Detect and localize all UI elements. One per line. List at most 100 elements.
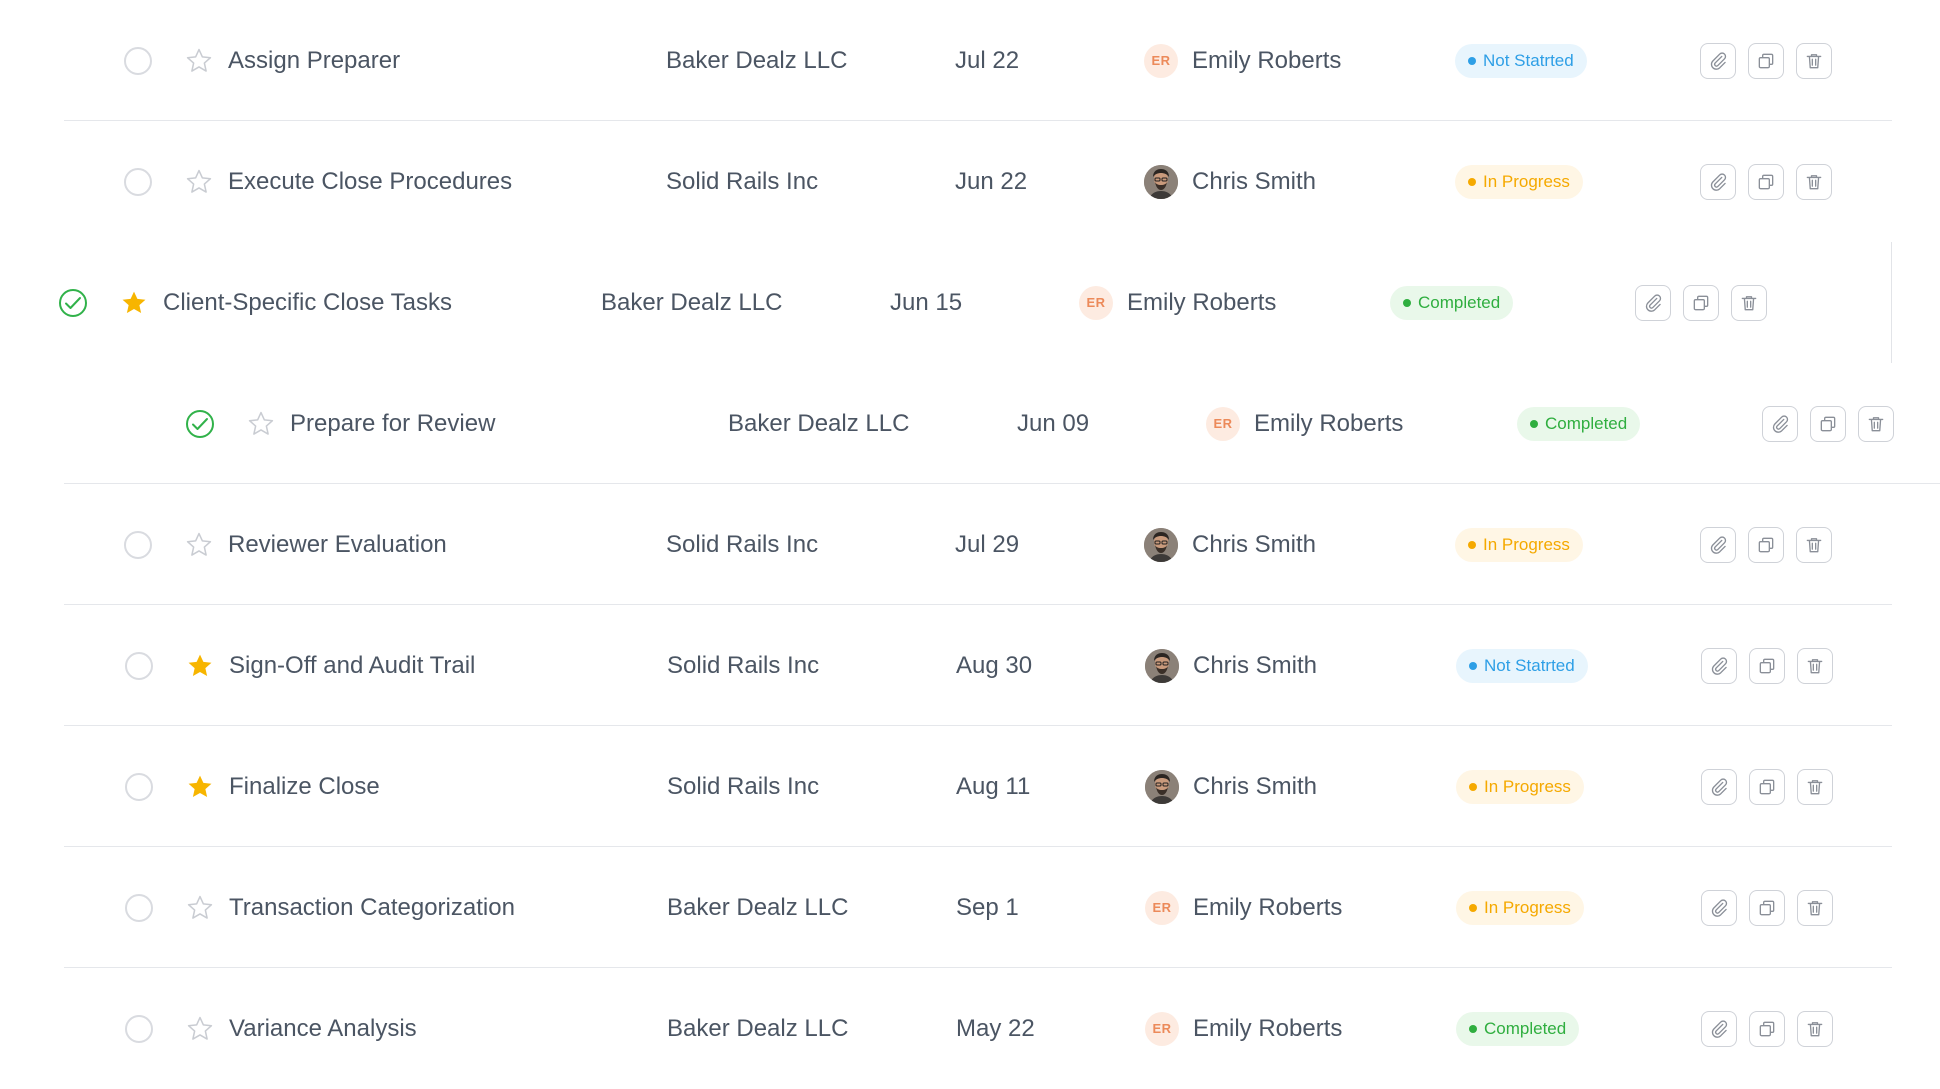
paperclip-icon — [1709, 656, 1729, 676]
row-divider — [64, 724, 1892, 726]
task-row[interactable]: Client-Specific Close Tasks Baker Dealz … — [30, 242, 1860, 363]
attach-button[interactable] — [1701, 1010, 1737, 1047]
attach-button[interactable] — [1700, 42, 1736, 79]
task-row[interactable]: Reviewer Evaluation Solid Rails Inc Jul … — [64, 484, 1892, 605]
assignee-name: Emily Roberts — [1193, 1014, 1343, 1042]
assignee-name: Chris Smith — [1193, 651, 1318, 679]
paperclip-icon — [1643, 293, 1663, 313]
paperclip-icon — [1708, 51, 1728, 71]
task-due-date: Aug 30 — [956, 651, 1033, 679]
task-title[interactable]: Client-Specific Close Tasks — [163, 288, 452, 316]
duplicate-button[interactable] — [1748, 42, 1784, 79]
duplicate-icon — [1818, 414, 1838, 434]
task-complete-checkbox[interactable] — [125, 651, 153, 680]
status-badge: In Progress — [1456, 890, 1584, 925]
duplicate-button[interactable] — [1683, 284, 1719, 321]
delete-button[interactable] — [1731, 284, 1767, 321]
duplicate-button[interactable] — [1749, 1010, 1785, 1047]
task-row[interactable]: Transaction Categorization Baker Dealz L… — [64, 847, 1892, 968]
task-row[interactable]: Variance Analysis Baker Dealz LLC May 22… — [64, 968, 1892, 1089]
delete-button[interactable] — [1796, 163, 1832, 200]
row-divider — [64, 119, 1892, 121]
status-dot — [1530, 419, 1538, 428]
task-due-date: May 22 — [956, 1014, 1035, 1042]
task-title[interactable]: Reviewer Evaluation — [228, 530, 447, 558]
duplicate-button[interactable] — [1749, 889, 1785, 926]
delete-button[interactable] — [1796, 42, 1832, 79]
star-icon[interactable] — [186, 847, 214, 968]
task-title[interactable]: Assign Preparer — [228, 46, 401, 74]
task-complete-checkbox[interactable] — [124, 530, 152, 559]
task-title[interactable]: Transaction Categorization — [229, 893, 515, 921]
task-client: Baker Dealz LLC — [667, 1014, 849, 1042]
task-complete-checkbox[interactable] — [186, 409, 214, 438]
task-due-date: Jun 09 — [1017, 409, 1090, 437]
attach-button[interactable] — [1701, 889, 1737, 926]
duplicate-button[interactable] — [1810, 405, 1846, 442]
duplicate-button[interactable] — [1749, 647, 1785, 684]
task-due-date: Aug 11 — [956, 772, 1031, 800]
task-assignee: ER Emily Roberts — [1206, 363, 1403, 484]
avatar: ER — [1079, 285, 1113, 320]
status-badge: In Progress — [1455, 527, 1583, 562]
status-label: In Progress — [1483, 171, 1570, 191]
duplicate-button[interactable] — [1749, 768, 1785, 805]
task-row[interactable]: Sign-Off and Audit Trail Solid Rails Inc… — [64, 605, 1892, 726]
trash-icon — [1804, 535, 1824, 555]
task-due-date: Jun 15 — [890, 288, 963, 316]
avatar — [1145, 769, 1179, 804]
task-assignee: Chris Smith — [1144, 484, 1316, 605]
task-row[interactable]: Prepare for Review Baker Dealz LLC Jun 0… — [64, 363, 1940, 484]
attach-button[interactable] — [1701, 647, 1737, 684]
delete-button[interactable] — [1797, 1010, 1833, 1047]
duplicate-icon — [1691, 293, 1711, 313]
delete-button[interactable] — [1797, 768, 1833, 805]
task-complete-checkbox[interactable] — [125, 1014, 153, 1043]
task-client: Baker Dealz LLC — [667, 893, 849, 921]
task-title[interactable]: Sign-Off and Audit Trail — [229, 651, 476, 679]
task-complete-checkbox[interactable] — [124, 46, 152, 75]
task-row[interactable]: Finalize Close Solid Rails Inc Aug 11 Ch… — [64, 726, 1892, 847]
task-complete-checkbox[interactable] — [125, 893, 153, 922]
task-title[interactable]: Prepare for Review — [290, 409, 496, 437]
task-due-date: Jun 22 — [955, 167, 1028, 195]
avatar: ER — [1206, 406, 1240, 441]
duplicate-icon — [1757, 1019, 1777, 1039]
task-client: Solid Rails Inc — [667, 651, 820, 679]
star-icon[interactable] — [186, 605, 214, 726]
star-icon[interactable] — [247, 363, 275, 484]
star-icon[interactable] — [185, 484, 213, 605]
star-icon[interactable] — [120, 242, 148, 363]
duplicate-button[interactable] — [1748, 526, 1784, 563]
delete-button[interactable] — [1858, 405, 1894, 442]
task-complete-checkbox[interactable] — [124, 167, 152, 196]
avatar — [1145, 648, 1179, 683]
duplicate-button[interactable] — [1748, 163, 1784, 200]
star-icon[interactable] — [186, 726, 214, 847]
star-icon[interactable] — [185, 0, 213, 121]
duplicate-icon — [1756, 535, 1776, 555]
delete-button[interactable] — [1797, 889, 1833, 926]
status-label: In Progress — [1483, 534, 1570, 554]
status-label: In Progress — [1484, 776, 1571, 796]
attach-button[interactable] — [1762, 405, 1798, 442]
task-complete-checkbox[interactable] — [59, 288, 87, 317]
attach-button[interactable] — [1700, 526, 1736, 563]
task-title[interactable]: Variance Analysis — [229, 1014, 417, 1042]
task-row[interactable]: Execute Close Procedures Solid Rails Inc… — [64, 121, 1892, 242]
assignee-name: Chris Smith — [1193, 772, 1318, 800]
star-icon[interactable] — [185, 121, 213, 242]
delete-button[interactable] — [1796, 526, 1832, 563]
task-title[interactable]: Execute Close Procedures — [228, 167, 513, 195]
attach-button[interactable] — [1700, 163, 1736, 200]
attach-button[interactable] — [1635, 284, 1671, 321]
task-row[interactable]: Assign Preparer Baker Dealz LLC Jul 22 E… — [64, 0, 1892, 121]
attach-button[interactable] — [1701, 768, 1737, 805]
task-title[interactable]: Finalize Close — [229, 772, 380, 800]
delete-button[interactable] — [1797, 647, 1833, 684]
star-icon[interactable] — [186, 968, 214, 1089]
avatar: ER — [1145, 1011, 1179, 1046]
assignee-name: Emily Roberts — [1254, 409, 1404, 437]
task-complete-checkbox[interactable] — [125, 772, 153, 801]
task-due-date: Sep 1 — [956, 893, 1019, 921]
